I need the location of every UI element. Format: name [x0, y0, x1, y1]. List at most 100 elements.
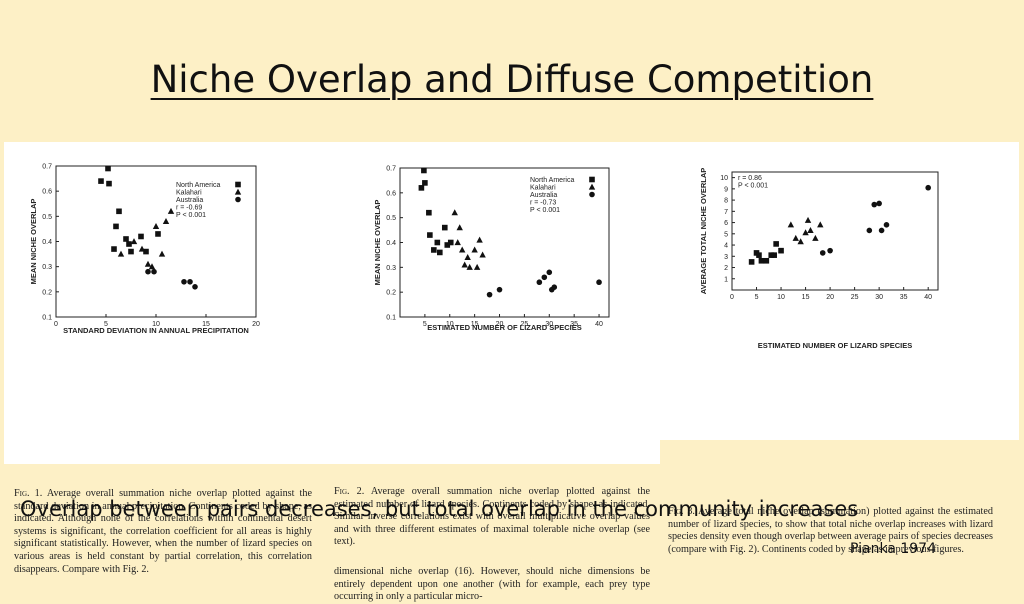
fig2-legend-entry: r = -0.73	[530, 200, 556, 207]
fig2-point-kalahari	[454, 239, 461, 246]
figure-2-caption: Fig. 2. Average overall summation niche …	[334, 486, 650, 549]
fig3-point-kalahari	[804, 216, 812, 223]
fig2-plot-frame	[399, 167, 610, 318]
fig1-legend-entry: Kalahari	[176, 190, 202, 197]
fig2-point-kalahari	[451, 209, 458, 216]
fig1-y-tick-label: 0.7	[42, 164, 52, 171]
fig2-point-north-america	[418, 185, 425, 191]
fig2-point-australia	[551, 284, 558, 290]
fig2-x-tick-label: 20	[496, 321, 504, 328]
fig1-point-north-america	[111, 246, 117, 252]
fig3-point-kalahari	[787, 221, 795, 228]
fig3-y-tick-label: 10	[720, 175, 728, 182]
fig2-point-north-america	[422, 180, 428, 186]
figure-2-caption-label: Fig. 2.	[334, 486, 365, 497]
fig1-point-kalahari	[162, 217, 170, 224]
fig2-point-north-america	[444, 242, 451, 248]
fig1-x-axis-label: STANDARD DEVIATION IN ANNUAL PRECIPITATI…	[63, 326, 249, 335]
fig2-y-tick-label: 0.4	[386, 240, 396, 247]
fig3-point-north-america	[763, 257, 770, 264]
fig3-point-australia	[866, 227, 873, 234]
fig2-x-tick-label: 15	[471, 321, 479, 328]
fig2-y-tick-label: 0.2	[386, 290, 396, 297]
fig3-point-australia	[827, 247, 833, 254]
fig3-point-australia	[871, 201, 878, 208]
fig1-point-north-america	[105, 165, 111, 172]
fig1-x-tick-label: 20	[252, 321, 260, 328]
fig3-y-tick-label: 5	[724, 231, 728, 238]
fig1-point-north-america	[155, 231, 161, 237]
fig1-legend-entry: r = -0.69	[176, 205, 202, 212]
fig2-legend-marker	[589, 191, 595, 198]
fig1-legend-entry: P < 0.001	[176, 212, 206, 219]
fig2-x-tick-label: 40	[595, 321, 603, 328]
fig3-point-kalahari	[812, 234, 819, 241]
fig1-point-north-america	[126, 241, 132, 247]
fig3-point-australia	[925, 184, 931, 191]
fig1-point-north-america	[98, 178, 104, 184]
fig3-x-tick-label: 40	[924, 294, 932, 301]
fig2-point-australia	[496, 286, 503, 293]
fig1-y-tick-label: 0.6	[42, 189, 52, 196]
fig2-point-kalahari	[476, 236, 483, 243]
fig1-y-tick-label: 0.5	[42, 214, 52, 221]
fig2-point-north-america	[427, 232, 433, 238]
fig2-point-kalahari	[479, 251, 486, 258]
fig2-point-australia	[541, 274, 548, 281]
fig1-point-australia	[192, 284, 198, 290]
fig3-y-tick-label: 7	[724, 209, 728, 216]
fig3-point-north-america	[768, 252, 775, 258]
fig1-point-kalahari	[130, 238, 138, 245]
fig3-x-tick-label: 30	[875, 294, 883, 301]
fig2-legend-entry: North America	[530, 177, 574, 184]
fig3-legend-entry: r = 0.86	[738, 175, 762, 182]
fig2-y-axis-label: MEAN NICHE OVERLAP	[373, 200, 382, 286]
figure-1-caption-text: Average overall summation niche overlap …	[14, 488, 312, 575]
fig2-point-north-america	[431, 247, 437, 253]
fig2-point-north-america	[441, 224, 448, 231]
fig2-point-kalahari	[464, 254, 471, 260]
fig3-legend-entry: P < 0.001	[738, 183, 768, 190]
figure-2-chart: 5 10 15 20 25 30 35 40 0.1 0.2 0.3 0.4 0.5 0.6 0.7 ESTI…	[373, 166, 610, 332]
fig3-y-tick-label: 3	[724, 254, 728, 261]
fig2-y-tick-label: 0.7	[386, 166, 396, 173]
figure-3-caption-label: Fig. 3.	[668, 506, 695, 517]
fig2-x-tick-label: 25	[521, 321, 529, 328]
fig1-point-north-america	[123, 236, 129, 242]
fig1-point-north-america	[128, 248, 134, 255]
fig3-x-tick-label: 5	[755, 294, 759, 301]
fig3-point-north-america	[756, 252, 762, 258]
fig1-y-tick-label: 0.3	[42, 264, 52, 271]
fig1-y-tick-label: 0.4	[42, 239, 52, 246]
fig3-x-tick-label: 25	[851, 294, 859, 301]
fig3-point-north-america	[771, 252, 777, 258]
fig2-legend-marker	[589, 176, 595, 183]
fig3-point-kalahari	[797, 238, 804, 245]
fig2-y-tick-label: 0.1	[386, 315, 396, 322]
fig1-point-kalahari	[138, 245, 146, 252]
citation-credit: Pianka 1974	[850, 541, 936, 557]
fig2-point-kalahari	[456, 224, 463, 231]
fig1-point-north-america	[116, 208, 122, 215]
fig3-point-australia	[878, 227, 885, 234]
fig3-x-tick-label: 15	[802, 294, 810, 301]
fig2-point-kalahari	[466, 263, 473, 270]
fig1-y-tick-label: 0.1	[42, 315, 52, 322]
fig1-point-north-america	[106, 180, 112, 187]
fig2-point-north-america	[421, 167, 427, 174]
fig2-point-north-america	[447, 239, 454, 246]
fig2-point-australia	[536, 279, 543, 286]
fig2-point-kalahari	[473, 263, 481, 270]
fig1-legend-entry: North America	[176, 182, 220, 189]
fig3-point-australia	[819, 250, 826, 256]
fig1-point-north-america	[113, 223, 119, 230]
fig3-x-axis-label: ESTIMATED NUMBER OF LIZARD SPECIES	[758, 341, 912, 350]
fig2-legend-entry: Kalahari	[530, 185, 556, 192]
fig2-point-kalahari	[461, 261, 468, 268]
fig2-y-tick-label: 0.3	[386, 265, 396, 272]
fig1-point-australia	[181, 278, 187, 285]
fig1-point-kalahari	[144, 260, 152, 267]
fig2-y-tick-label: 0.5	[386, 215, 396, 222]
fig1-point-kalahari	[117, 250, 125, 257]
fig3-point-australia	[883, 222, 890, 228]
